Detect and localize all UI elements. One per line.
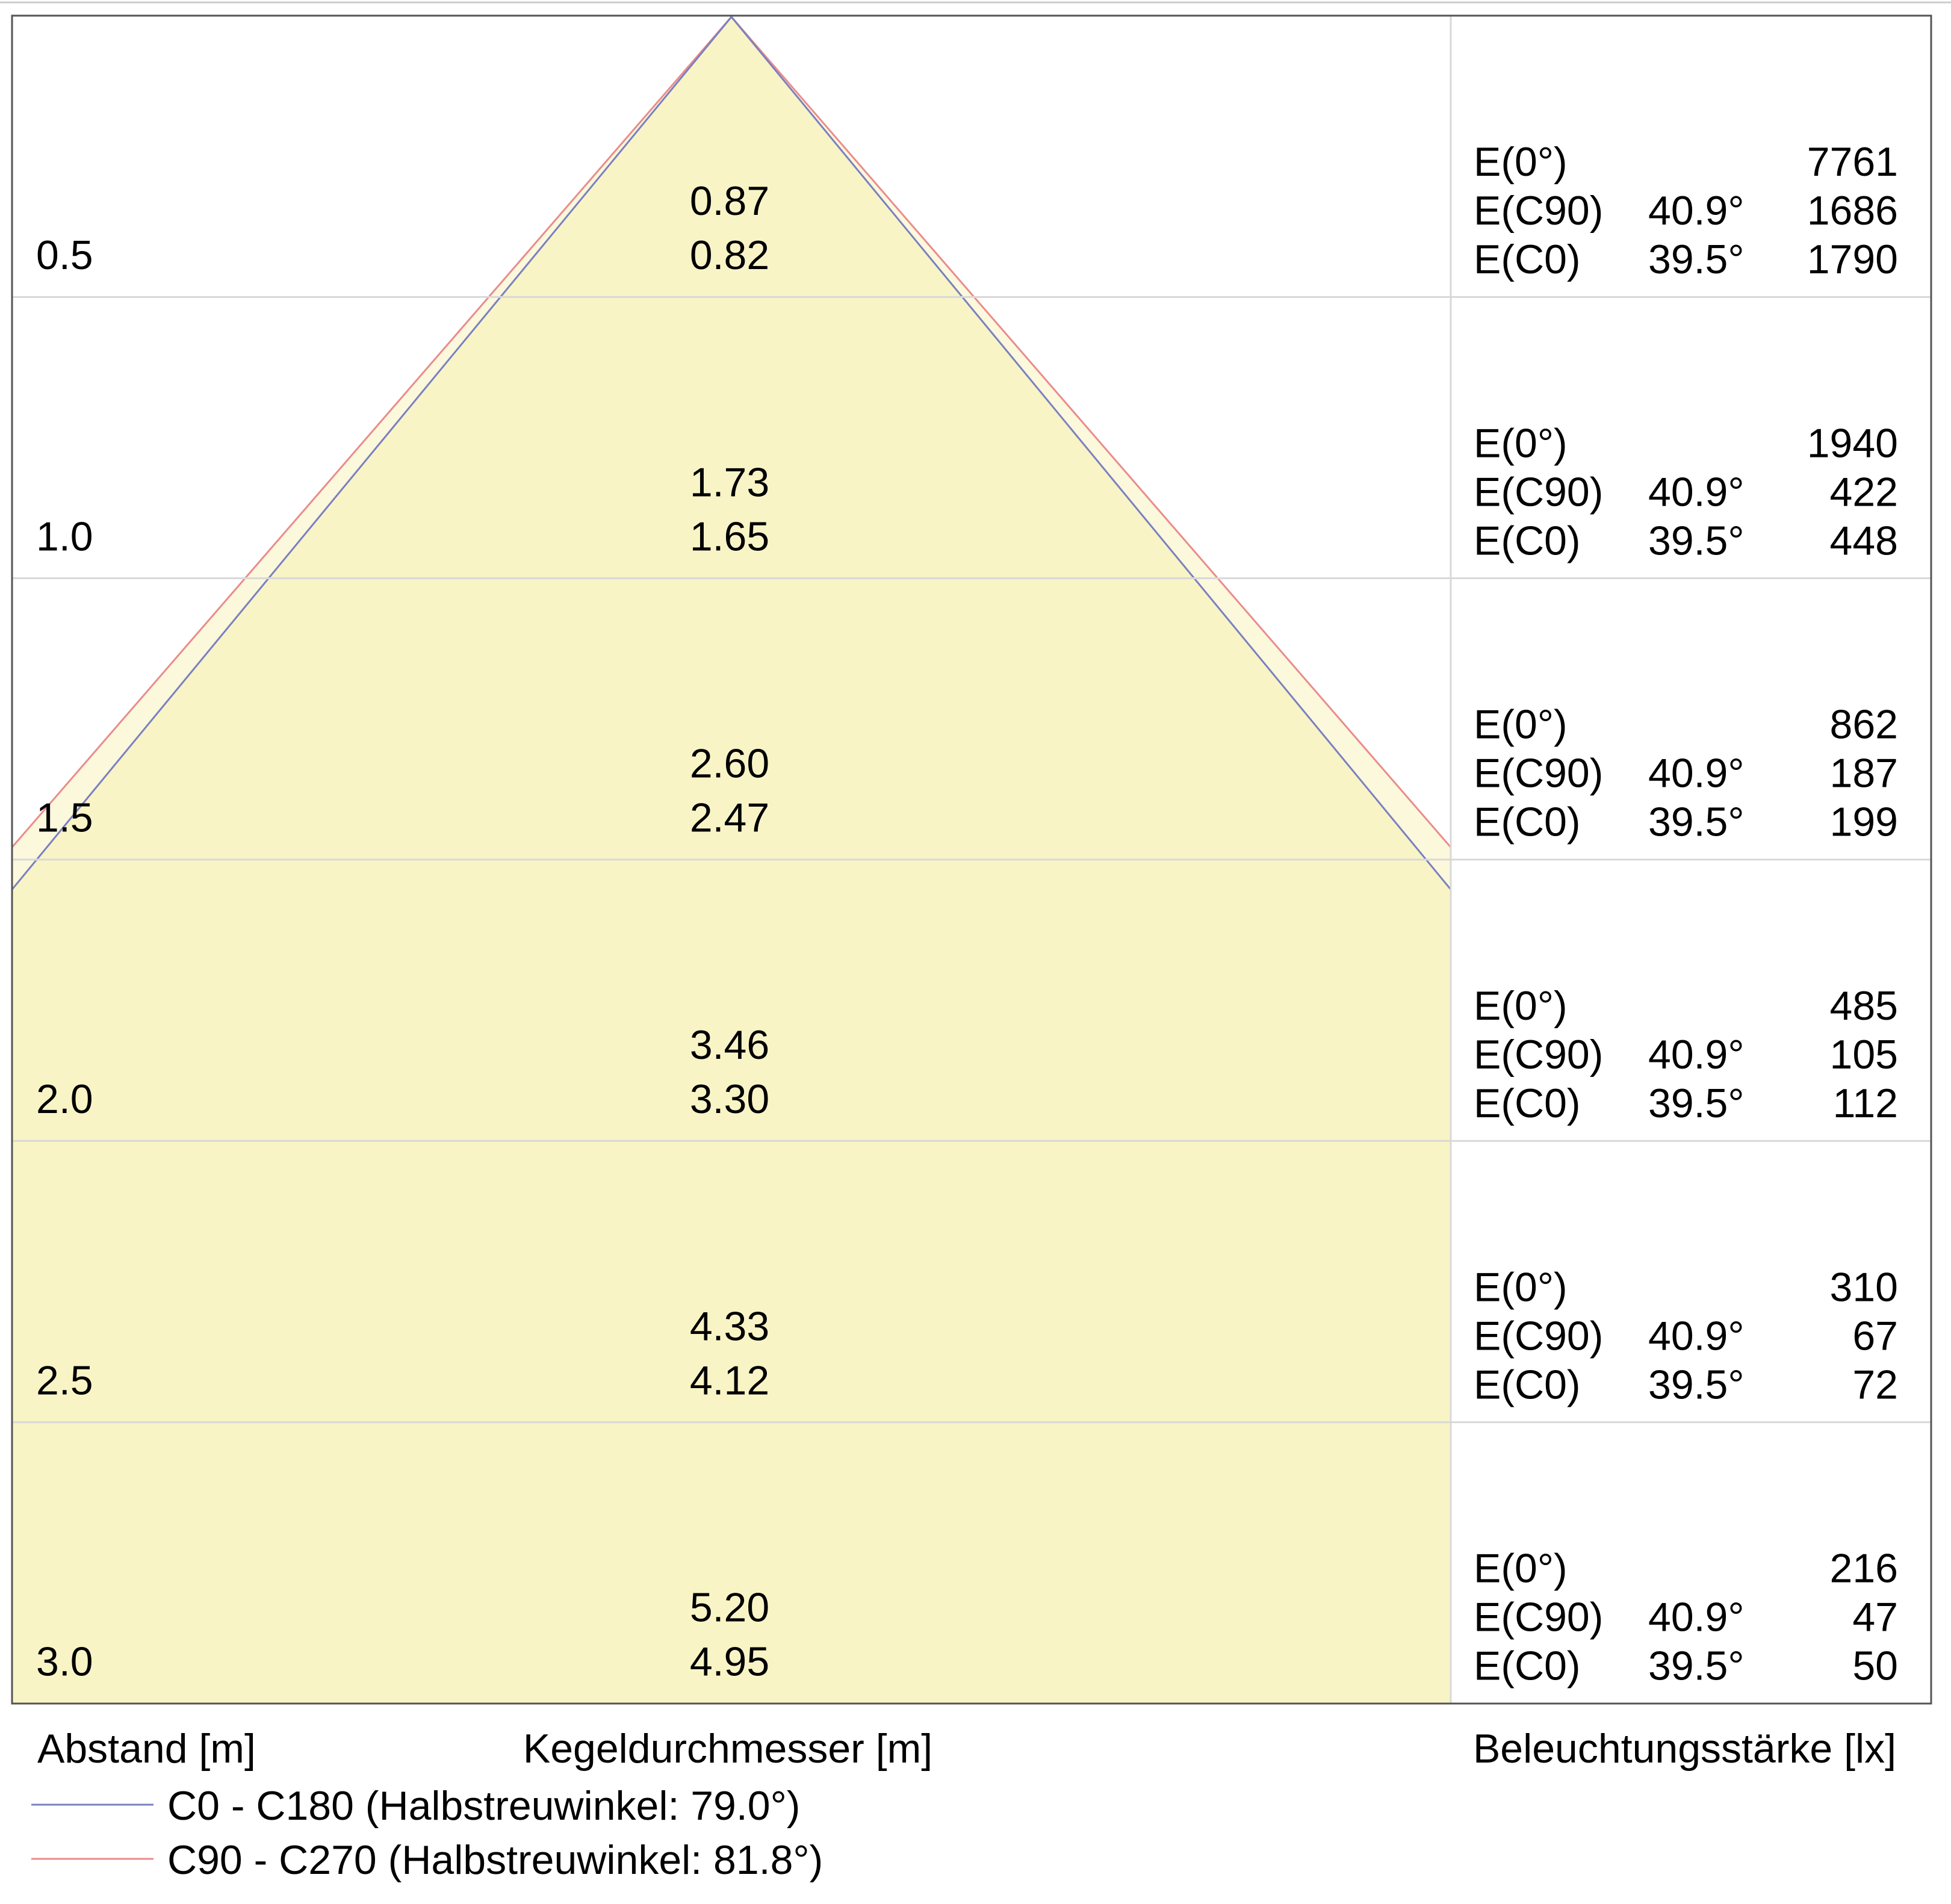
legend: C0 - C180 (Halbstreuwinkel: 79.0°) C90 -… <box>31 1783 823 1883</box>
e0-label: E(0°) <box>1474 983 1568 1029</box>
row-3.0: 3.0 5.20 4.95 E(0°) 216 E(C90) 40.9° 47 E(C0) 39.… <box>36 1546 1898 1689</box>
illuminance-axis-label: Beleuchtungsstärke [lx] <box>1473 1726 1896 1772</box>
e-c0-angle: 39.5° <box>1648 1362 1745 1407</box>
e-c0-angle: 39.5° <box>1648 1081 1745 1126</box>
diameter-c0-value: 1.65 <box>690 513 769 559</box>
distance-label: 1.5 <box>36 795 93 841</box>
e-c90-value: 1686 <box>1807 188 1898 234</box>
e-c90-value: 422 <box>1830 469 1898 515</box>
c90-edge-right <box>730 16 1452 848</box>
e-c0-label: E(C0) <box>1474 1362 1581 1407</box>
diameter-c90-value: 0.87 <box>690 178 769 224</box>
e-c0-value: 1790 <box>1807 237 1898 282</box>
e-c90-label: E(C90) <box>1474 469 1603 515</box>
diameter-c90-value: 2.60 <box>690 741 769 787</box>
e-c0-label: E(C0) <box>1474 1643 1581 1689</box>
e-c90-value: 47 <box>1852 1595 1898 1640</box>
e-c90-angle: 40.9° <box>1648 1032 1745 1078</box>
e-c0-value: 112 <box>1833 1081 1898 1126</box>
e-c90-label: E(C90) <box>1474 1032 1603 1078</box>
e-c0-angle: 39.5° <box>1648 1643 1745 1689</box>
distance-label: 2.0 <box>36 1076 93 1122</box>
e-c0-value: 50 <box>1852 1643 1898 1689</box>
e-c0-angle: 39.5° <box>1648 518 1745 563</box>
e0-label: E(0°) <box>1474 1546 1568 1592</box>
e0-value: 7761 <box>1807 139 1898 185</box>
e0-label: E(0°) <box>1474 1264 1568 1310</box>
row-0.5: 0.5 0.87 0.82 E(0°) 7761 E(C90) 40.9° 1686 E(C0)… <box>36 139 1898 282</box>
legend-c90-label: C90 - C270 (Halbstreuwinkel: 81.8°) <box>167 1837 823 1883</box>
e-c0-value: 448 <box>1830 518 1898 563</box>
e-c0-value: 199 <box>1830 799 1898 845</box>
e-c90-label: E(C90) <box>1474 188 1603 234</box>
e0-label: E(0°) <box>1474 702 1568 748</box>
e0-value: 862 <box>1830 702 1898 748</box>
diameter-c90-value: 1.73 <box>690 459 769 505</box>
diameter-c0-value: 4.12 <box>690 1357 769 1403</box>
diameter-axis-label: Kegeldurchmesser [m] <box>523 1726 932 1772</box>
e0-value: 1940 <box>1807 420 1898 466</box>
e-c0-label: E(C0) <box>1474 1081 1581 1126</box>
e-c0-angle: 39.5° <box>1648 237 1745 282</box>
grid-lines <box>12 16 1931 1704</box>
diameter-c0-value: 4.95 <box>690 1639 769 1685</box>
e-c90-angle: 40.9° <box>1648 1313 1745 1359</box>
row-2.0: 2.0 3.46 3.30 E(0°) 485 E(C90) 40.9° 105 E(C0) 39… <box>36 983 1898 1126</box>
e0-label: E(0°) <box>1474 139 1568 185</box>
e-c90-label: E(C90) <box>1474 1595 1603 1640</box>
diameter-c90-value: 4.33 <box>690 1303 769 1349</box>
e-c90-value: 67 <box>1852 1313 1898 1359</box>
diameter-c0-value: 3.30 <box>690 1076 769 1122</box>
e-c0-angle: 39.5° <box>1648 799 1745 845</box>
diameter-c0-value: 2.47 <box>690 795 769 841</box>
e-c90-angle: 40.9° <box>1648 1595 1745 1640</box>
e-c90-angle: 40.9° <box>1648 188 1745 234</box>
diagram-frame <box>11 14 1932 1705</box>
e-c90-label: E(C90) <box>1474 1313 1603 1359</box>
diameter-c0-value: 0.82 <box>690 232 769 278</box>
e-c0-label: E(C0) <box>1474 237 1581 282</box>
e-c0-label: E(C0) <box>1474 799 1581 845</box>
legend-c0-label: C0 - C180 (Halbstreuwinkel: 79.0°) <box>167 1783 800 1829</box>
e-c90-value: 105 <box>1830 1032 1898 1078</box>
e-c90-angle: 40.9° <box>1648 751 1745 796</box>
row-2.5: 2.5 4.33 4.12 E(0°) 310 E(C90) 40.9° 67 E(C0) 39.… <box>36 1264 1898 1407</box>
e-c0-value: 72 <box>1852 1362 1898 1407</box>
diameter-c90-value: 3.46 <box>690 1022 769 1068</box>
e-c90-angle: 40.9° <box>1648 469 1745 515</box>
distance-label: 1.0 <box>36 513 93 559</box>
c90-edge-left <box>11 16 733 848</box>
row-1.0: 1.0 1.73 1.65 E(0°) 1940 E(C90) 40.9° 422 E(C0) 3… <box>36 420 1898 563</box>
distance-axis-label: Abstand [m] <box>37 1726 256 1772</box>
e-c90-value: 187 <box>1830 751 1898 796</box>
distance-label: 3.0 <box>36 1639 93 1685</box>
e-c0-label: E(C0) <box>1474 518 1581 563</box>
e0-value: 485 <box>1830 983 1898 1029</box>
c0-edge-left <box>11 16 733 890</box>
distance-label: 0.5 <box>36 232 93 278</box>
c0-edge-right <box>730 16 1452 890</box>
distance-label: 2.5 <box>36 1357 93 1403</box>
row-labels: 0.5 0.87 0.82 E(0°) 7761 E(C90) 40.9° 1686 E(C0)… <box>36 139 1898 1689</box>
e-c90-label: E(C90) <box>1474 751 1603 796</box>
e0-label: E(0°) <box>1474 420 1568 466</box>
diameter-c90-value: 5.20 <box>690 1585 769 1631</box>
e0-value: 216 <box>1830 1546 1898 1592</box>
row-1.5: 1.5 2.60 2.47 E(0°) 862 E(C90) 40.9° 187 E(C0) 39… <box>36 702 1898 845</box>
e0-value: 310 <box>1830 1264 1898 1310</box>
